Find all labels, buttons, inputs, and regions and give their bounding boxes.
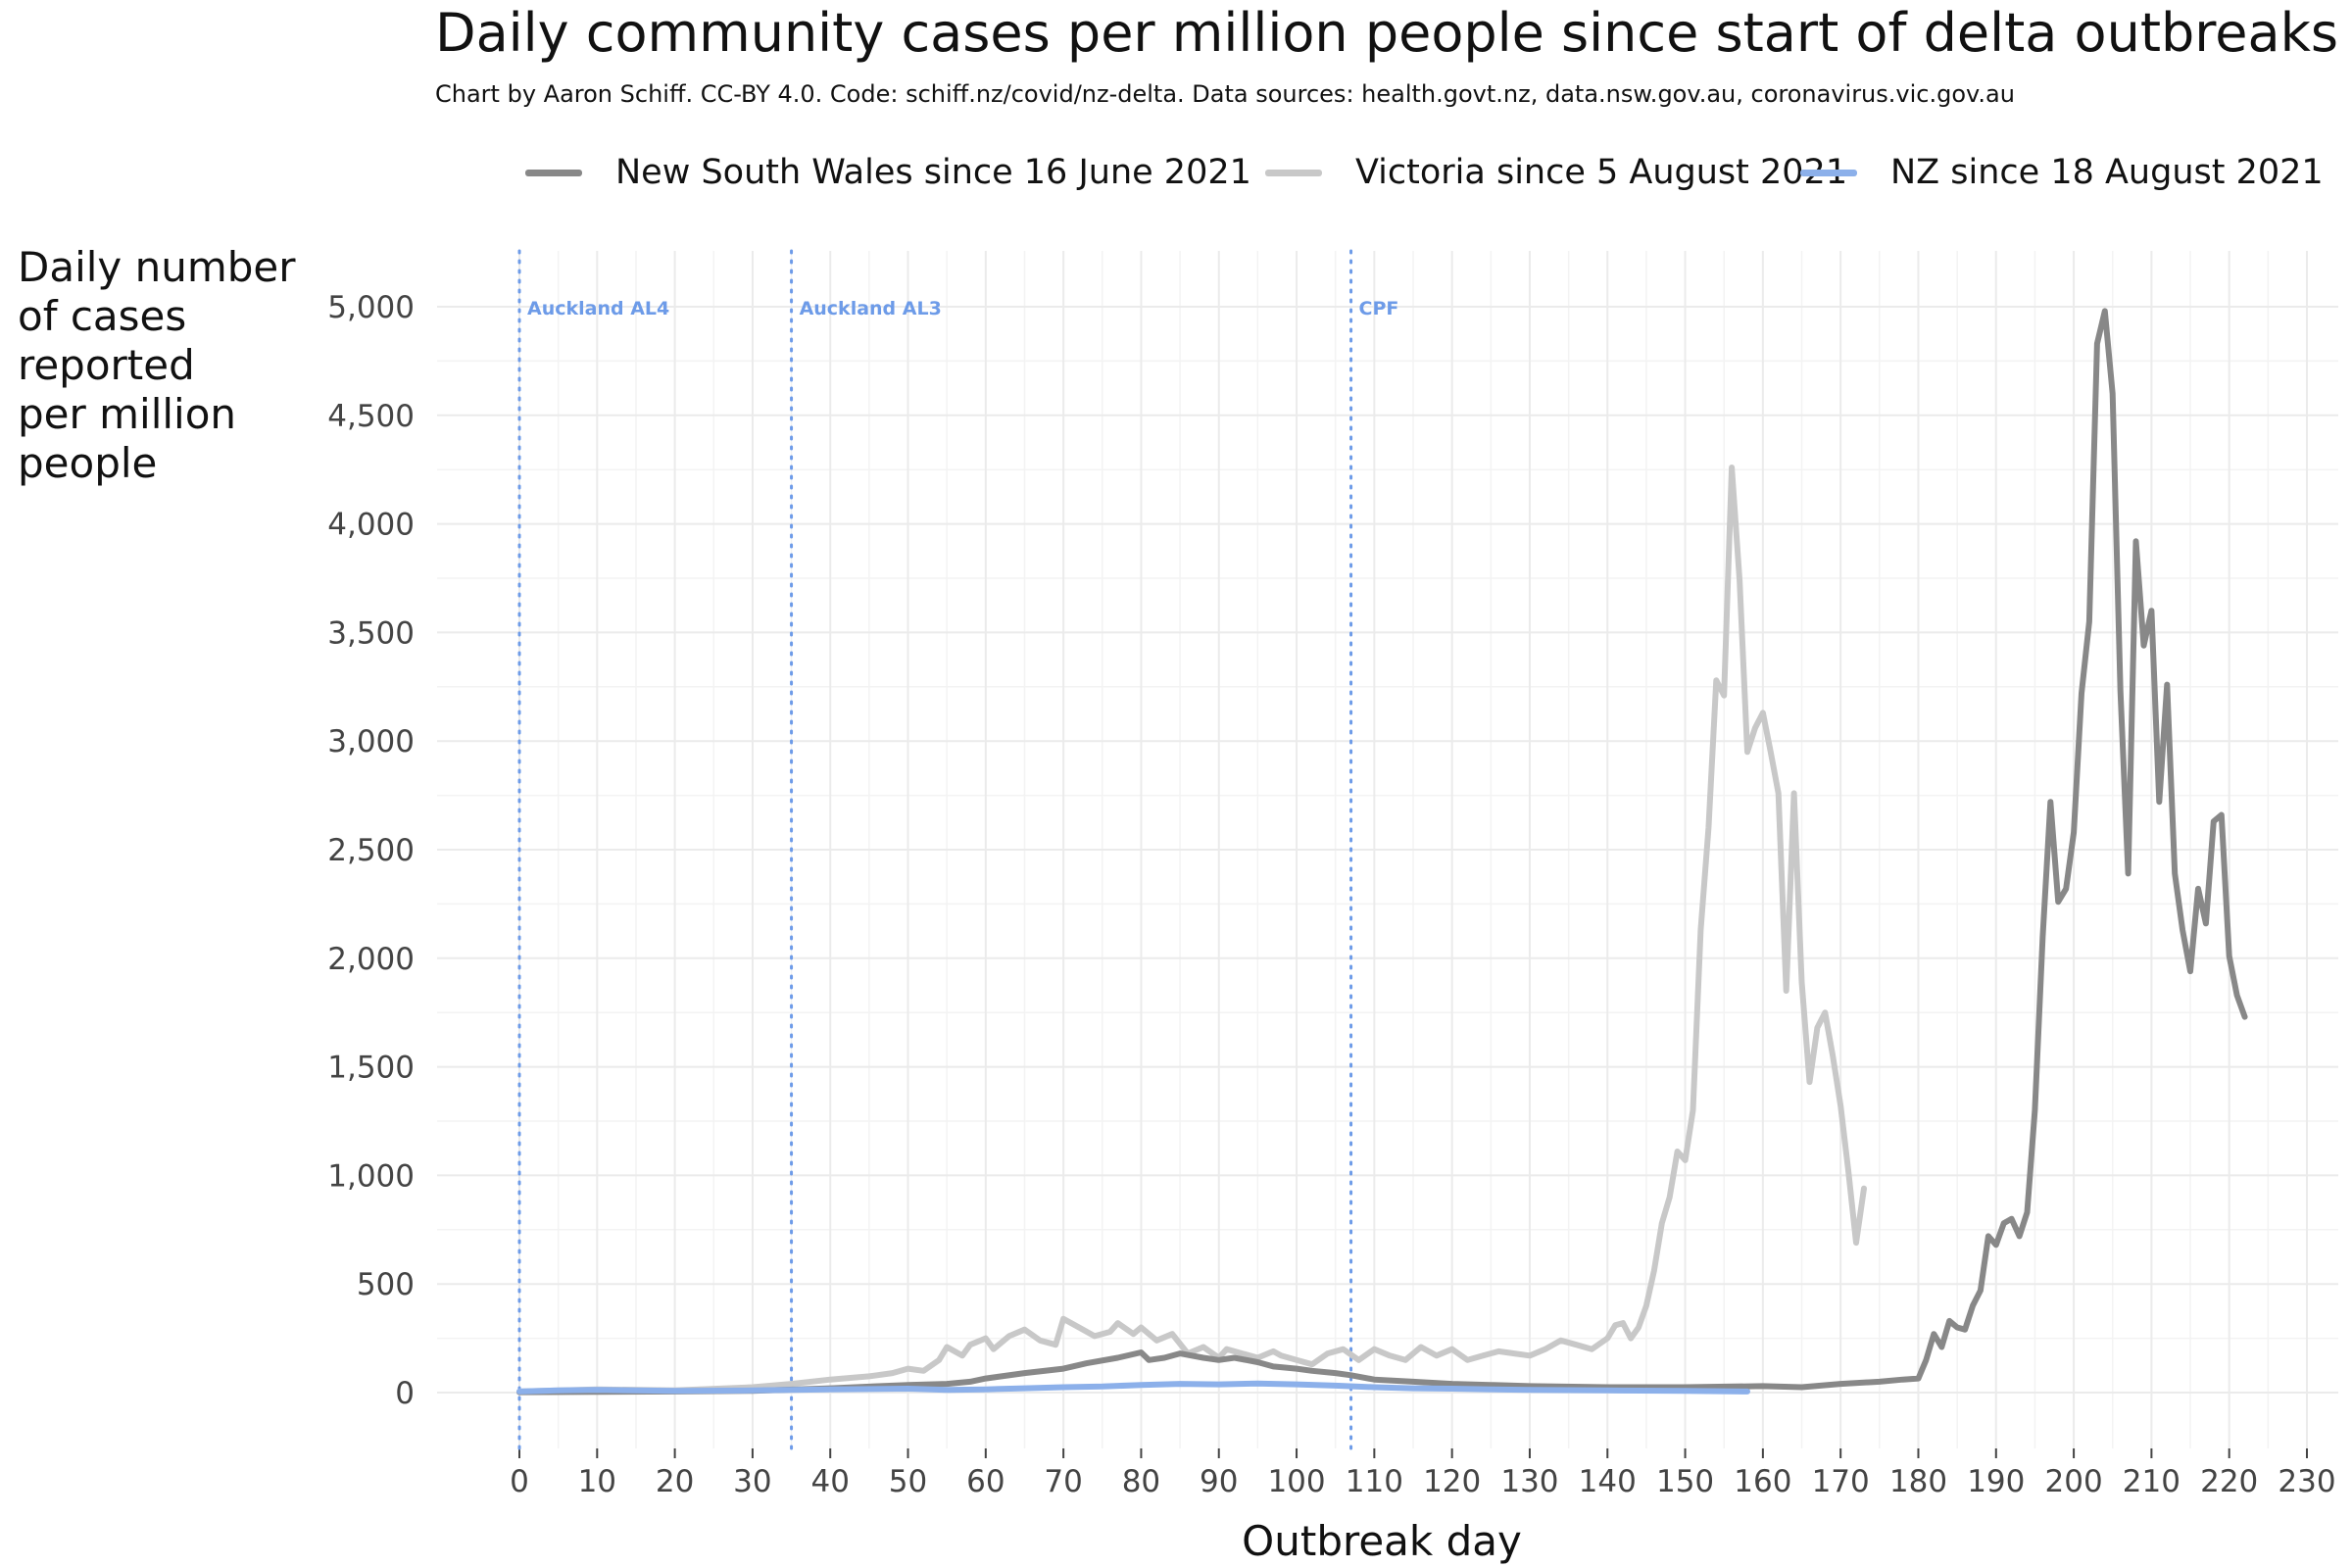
x-tick-label: 90: [1200, 1464, 1238, 1499]
x-tick-label: 60: [966, 1464, 1004, 1499]
y-tick-label: 1,500: [327, 1051, 415, 1086]
x-tick-label: 80: [1122, 1464, 1160, 1499]
x-tick-label: 180: [1889, 1464, 1947, 1499]
x-tick-label: 140: [1579, 1464, 1637, 1499]
y-tick-label: 3,000: [327, 724, 415, 760]
x-tick-label: 150: [1656, 1464, 1714, 1499]
chart-subtitle: Chart by Aaron Schiff. CC-BY 4.0. Code: …: [435, 80, 2015, 108]
legend-key-nsw: [525, 169, 582, 176]
x-tick-label: 190: [1967, 1464, 2025, 1499]
x-tick-label: 100: [1267, 1464, 1325, 1499]
legend-label-nz: NZ since 18 August 2021: [1890, 153, 2324, 192]
x-tick-label: 10: [578, 1464, 616, 1499]
legend-key-victoria: [1265, 169, 1322, 176]
chart-legend: New South Wales since 16 June 2021 Victo…: [0, 145, 2352, 200]
x-tick-label: 20: [656, 1464, 694, 1499]
x-axis-label: Outbreak day: [1242, 1517, 1522, 1565]
x-tick-label: 120: [1423, 1464, 1481, 1499]
y-axis-label-line: of cases: [18, 292, 187, 340]
x-tick-label: 70: [1044, 1464, 1082, 1499]
x-tick-label: 210: [2123, 1464, 2180, 1499]
x-tick-label: 40: [810, 1464, 849, 1499]
x-axis-ticks: 0 10 20 30 40 50 60 70 80 90 100 110 120 130 140 150 160…: [510, 1448, 2336, 1499]
y-tick-label: 1,000: [327, 1158, 415, 1194]
x-tick-label: 110: [1346, 1464, 1403, 1499]
x-tick-label: 0: [510, 1464, 529, 1499]
annotations: Auckland AL4 Auckland AL3 CPF: [517, 249, 1399, 1450]
y-axis-label-line: reported: [18, 341, 195, 389]
y-tick-label: 5,000: [327, 290, 415, 325]
series-lines: [516, 308, 2248, 1396]
y-tick-label: 3,500: [327, 615, 415, 651]
legend-key-nz: [1800, 169, 1857, 176]
x-tick-label: 160: [1734, 1464, 1791, 1499]
legend-label-victoria: Victoria since 5 August 2021: [1355, 153, 1848, 192]
y-axis-label-line: people: [18, 439, 158, 487]
series-line-nsw: [516, 308, 2248, 1396]
x-tick-label: 230: [2278, 1464, 2335, 1499]
series-line-victoria: [516, 465, 1867, 1395]
x-tick-label: 130: [1500, 1464, 1558, 1499]
x-tick-label: 220: [2200, 1464, 2258, 1499]
x-tick-label: 50: [889, 1464, 927, 1499]
x-tick-label: 30: [733, 1464, 771, 1499]
x-tick-label: 200: [2045, 1464, 2103, 1499]
annotation-label: CPF: [1359, 298, 1399, 319]
legend-label-nsw: New South Wales since 16 June 2021: [615, 153, 1251, 192]
annotation-label: Auckland AL4: [527, 298, 669, 319]
y-tick-label: 0: [395, 1376, 415, 1411]
legend-item-nsw: New South Wales since 16 June 2021: [525, 145, 1251, 200]
y-tick-label: 2,500: [327, 833, 415, 868]
y-tick-label: 4,000: [327, 508, 415, 543]
series-line-nz: [516, 1380, 1750, 1395]
y-axis-label-line: Daily number: [18, 243, 296, 291]
y-tick-label: 2,000: [327, 942, 415, 977]
y-tick-label: 500: [357, 1267, 415, 1302]
y-axis-label: Daily number of cases reported per milli…: [18, 243, 296, 488]
y-axis-label-line: per million: [18, 390, 237, 438]
chart-title: Daily community cases per million people…: [435, 2, 2338, 64]
x-tick-label: 170: [1812, 1464, 1870, 1499]
annotation-label: Auckland AL3: [800, 298, 942, 319]
legend-item-nz: NZ since 18 August 2021: [1800, 145, 2324, 200]
y-tick-label: 4,500: [327, 399, 415, 434]
legend-item-victoria: Victoria since 5 August 2021: [1265, 145, 1847, 200]
y-axis-ticks: 0 500 1,000 1,500 2,000 2,500 3,000 3,500 4,000 4…: [327, 290, 415, 1411]
